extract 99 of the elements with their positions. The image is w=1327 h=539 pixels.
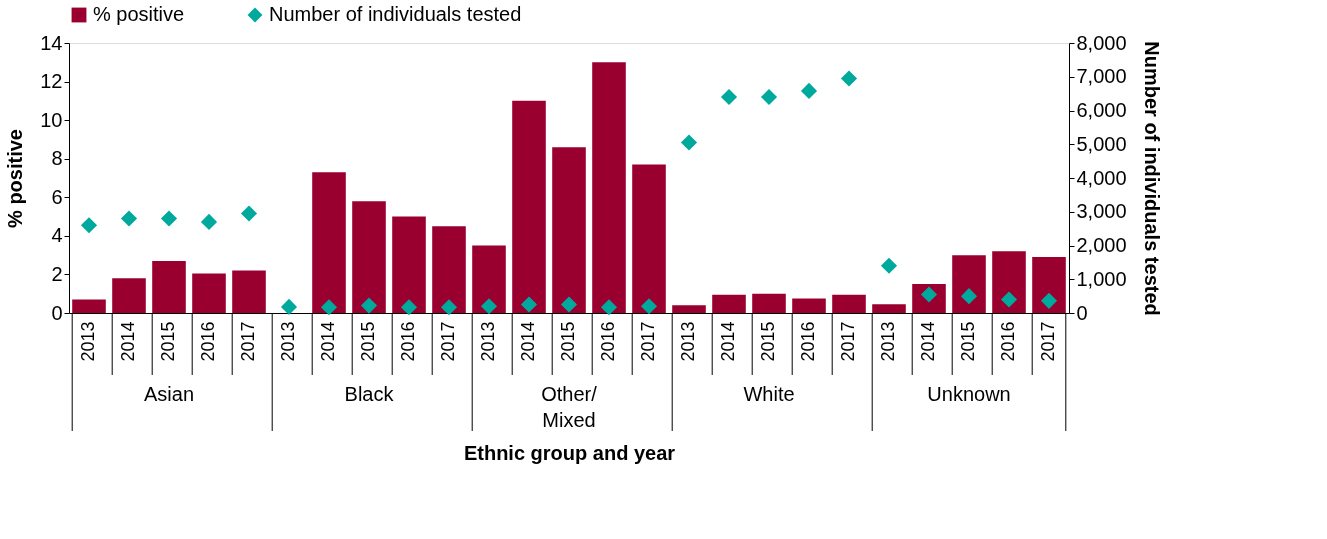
point [600,299,618,316]
bar [352,201,386,313]
text: Asian [143,383,195,405]
y2-tick-label: 7,000 [1076,65,1127,88]
point [160,210,178,227]
point [680,134,698,151]
text: Other/ Mixed [541,383,598,431]
y2-tick-label: 4,000 [1076,166,1127,189]
point [1040,292,1058,309]
point [120,210,138,227]
x-tick-label: 2014 [718,321,738,362]
x-tick-label: 2014 [318,321,338,362]
point [560,296,578,313]
point [720,88,738,106]
y-tick-label: 4 [51,224,63,247]
legend-label: % positive [93,3,185,25]
x-tick-label: 2013 [878,321,898,362]
point [640,298,658,315]
y2-tick-label: 5,000 [1076,132,1127,155]
x-tick-label: 2016 [998,321,1018,362]
bar [472,245,506,313]
bar [112,278,146,313]
point [200,213,218,230]
x-tick-label: 2016 [798,321,818,362]
bar [792,298,826,313]
x-tick-label: 2015 [358,321,378,362]
y2-tick-label: 3,000 [1076,200,1127,223]
point [240,205,258,222]
bar [512,100,546,313]
bar [592,62,626,313]
y-axis-title: % positive [4,129,27,228]
bar [872,304,906,313]
x-tick-label: 2013 [478,321,498,362]
point [800,82,818,99]
point [760,88,778,106]
bar [312,172,346,313]
point [320,299,338,316]
x-tick-label: 2017 [638,321,658,362]
y-tick-label: 2 [51,262,63,285]
x-tick-label: 2014 [918,321,938,362]
x-tick-label: 2016 [398,321,418,362]
y2-tick-label: 8,000 [1076,31,1127,54]
x-tick-label: 2013 [678,321,698,362]
point [360,297,378,314]
bar [1032,257,1066,313]
x-tick-label: 2015 [758,321,778,362]
bar [672,305,706,313]
text: Unknown [927,383,1011,405]
x-tick-label: 2017 [438,321,458,362]
x-tick-label: 2013 [278,321,298,362]
x-tick-label: 2015 [558,321,578,362]
bar [632,164,666,313]
y2-tick-label: 6,000 [1076,99,1127,121]
bar [752,293,786,313]
point [520,296,538,313]
point [480,298,498,315]
point [440,299,458,316]
point [80,217,98,234]
bar [952,255,986,313]
point [960,288,978,305]
x-tick-label: 2014 [118,321,138,362]
y-tick-label: 0 [51,301,63,324]
x-tick-label: 2017 [1038,321,1058,362]
y2-tick-label: 0 [1076,301,1088,324]
x-axis-title: Ethnic group and year [463,441,676,464]
bar [712,294,746,313]
text: Black [344,383,395,405]
bar [192,273,226,313]
bar [152,260,186,313]
x-tick-label: 2017 [838,321,858,362]
y-tick-label: 14 [40,31,63,54]
y2-axis-title: Number of individuals tested [1140,41,1163,316]
point [1000,291,1018,308]
y-tick-label: 6 [51,185,63,208]
bar [432,226,466,313]
bar [552,147,586,313]
y-tick-label: 8 [51,147,63,170]
x-tick-label: 2016 [198,321,218,362]
point [400,299,418,316]
bar [392,216,426,313]
point [280,298,298,315]
bar [832,294,866,313]
x-tick-label: 2013 [78,321,98,362]
bar [232,270,266,313]
y2-tick-label: 1,000 [1076,267,1127,290]
bar [72,299,106,313]
bar [992,251,1026,313]
y2-tick-label: 2,000 [1076,234,1127,256]
y-tick-label: 10 [40,108,63,131]
point [880,257,898,274]
x-tick-label: 2016 [598,321,618,362]
legend-label: Number of individuals tested [269,3,522,25]
x-tick-label: 2015 [958,321,978,362]
y-tick-label: 12 [40,70,63,93]
x-tick-label: 2015 [158,321,178,362]
x-tick-label: 2014 [518,321,538,362]
x-tick-label: 2017 [238,321,258,362]
text: White [743,383,795,405]
point [840,70,858,87]
